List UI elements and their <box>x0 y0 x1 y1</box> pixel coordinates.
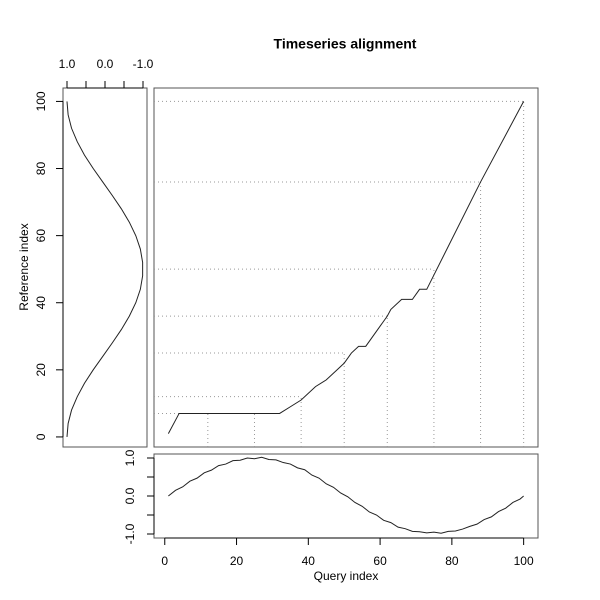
y-axis-label: Reference index <box>17 223 31 310</box>
x-axis-label: Query index <box>314 569 379 583</box>
x-tick-label: 1.0 <box>59 57 76 71</box>
chart-title: Timeseries alignment <box>274 36 417 52</box>
y-tick-label: 40 <box>34 296 48 310</box>
y-tick-label: -1.0 <box>123 523 137 544</box>
y-tick-label: 80 <box>34 162 48 176</box>
series-line <box>167 101 525 434</box>
main-panel <box>153 87 539 448</box>
series-line <box>66 101 144 437</box>
y-tick-label: 0.0 <box>123 487 137 504</box>
x-tick-label: 20 <box>230 554 244 568</box>
x-tick-label: 0 <box>161 554 168 568</box>
y-tick-label: 60 <box>34 229 48 243</box>
x-tick-label: 40 <box>302 554 316 568</box>
y-tick-label: 20 <box>34 363 48 377</box>
y-tick-label: 100 <box>34 91 48 111</box>
x-tick-label: 60 <box>373 554 387 568</box>
y-tick-label: 1.0 <box>123 449 137 466</box>
series-line <box>168 456 524 534</box>
y-tick-label: 0 <box>34 433 48 440</box>
x-tick-label: 80 <box>445 554 459 568</box>
x-tick-label: 0.0 <box>97 57 114 71</box>
x-tick-label: -1.0 <box>133 57 154 71</box>
x-tick-label: 100 <box>514 554 534 568</box>
reference-panel <box>62 87 148 448</box>
